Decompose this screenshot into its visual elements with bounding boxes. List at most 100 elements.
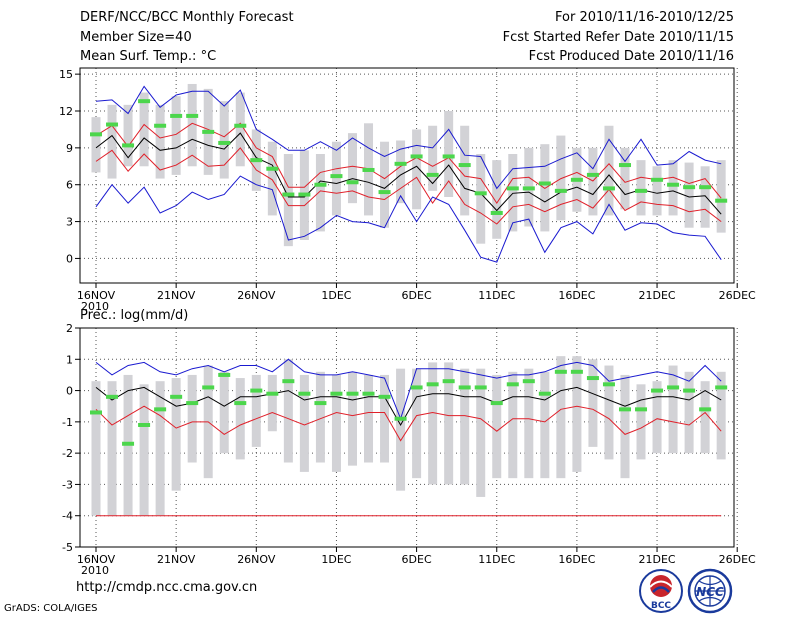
observation-marker — [635, 188, 648, 193]
spread-bar — [588, 359, 598, 447]
x-tick-sublabel: 2010 — [81, 300, 109, 313]
observation-marker — [234, 401, 247, 406]
spread-bar — [508, 154, 518, 232]
observation-marker — [538, 391, 551, 396]
spread-bar — [91, 381, 101, 516]
spread-bar — [460, 368, 470, 485]
spread-bar — [219, 371, 229, 454]
observation-marker — [186, 113, 199, 118]
spread-bar — [492, 374, 502, 479]
spread-bar — [588, 147, 598, 216]
spread-bar — [139, 384, 149, 516]
observation-marker — [282, 379, 295, 384]
spread-bar — [107, 381, 117, 516]
observation-marker — [314, 182, 327, 187]
spread-bar — [620, 374, 630, 479]
spread-bar — [700, 381, 710, 454]
y-tick-label: -3 — [62, 478, 73, 491]
spread-bar — [91, 117, 101, 173]
x-tick-label: 11DEC — [478, 289, 515, 302]
observation-marker — [266, 166, 279, 171]
spread-bar — [476, 368, 486, 497]
x-tick-label: 21DEC — [638, 289, 675, 302]
spread-bar — [155, 381, 165, 516]
y-tick-label: -4 — [62, 510, 73, 523]
observation-marker — [635, 407, 648, 412]
spread-bar — [428, 125, 438, 191]
observation-marker — [378, 394, 391, 399]
spread-bar — [444, 362, 454, 485]
spread-bar — [267, 141, 277, 216]
observation-marker — [586, 376, 599, 381]
series-line — [95, 85, 722, 190]
observation-marker — [602, 382, 615, 387]
spread-bar — [251, 374, 261, 447]
observation-marker — [458, 385, 471, 390]
spread-bar — [347, 371, 357, 466]
spread-bar — [668, 160, 678, 216]
observation-marker — [618, 163, 631, 168]
spread-bar — [652, 381, 662, 454]
footer-url[interactable]: http://cmdp.ncc.cma.gov.cn — [76, 580, 258, 595]
spread-bar — [700, 166, 710, 228]
spread-bar — [556, 135, 566, 221]
spread-bar — [171, 96, 181, 175]
observation-marker — [474, 385, 487, 390]
spread-bar — [684, 162, 694, 228]
series-line — [95, 358, 722, 421]
spread-bar — [155, 104, 165, 179]
series-line — [95, 386, 722, 427]
spread-bar — [267, 374, 277, 432]
x-tick-label: 16DEC — [558, 553, 595, 566]
x-tick-label: 26NOV — [237, 289, 276, 302]
spread-bar — [524, 368, 534, 479]
observation-marker — [426, 382, 439, 387]
observation-marker — [90, 410, 102, 415]
x-tick-label: 6DEC — [402, 553, 432, 566]
spread-bar — [187, 83, 197, 167]
observation-marker — [202, 129, 215, 134]
spread-bar — [636, 160, 646, 216]
observation-marker — [474, 191, 487, 196]
forecast-period: For 2010/11/16-2010/12/25 — [555, 10, 734, 25]
observation-marker — [570, 369, 583, 374]
observation-marker — [250, 388, 263, 393]
observation-marker — [154, 123, 167, 128]
spread-bar — [652, 166, 662, 216]
spread-bar — [492, 160, 502, 239]
spread-bar — [556, 356, 566, 479]
spread-bar — [636, 384, 646, 460]
header-right: For 2010/11/16-2010/12/25 Fcst Started R… — [503, 8, 734, 67]
observation-marker — [378, 190, 391, 195]
x-tick-label: 6DEC — [402, 289, 432, 302]
observation-marker — [538, 181, 551, 186]
spread-bar — [620, 147, 630, 210]
observation-marker — [138, 99, 151, 104]
observation-marker — [298, 391, 311, 396]
spread-bar — [187, 374, 197, 463]
observation-marker — [506, 186, 519, 191]
observation-marker — [186, 401, 199, 406]
y-tick-label: 2 — [66, 322, 73, 335]
observation-marker — [362, 391, 375, 396]
observation-marker — [683, 185, 696, 190]
refer-date: Fcst Started Refer Date 2010/11/15 — [502, 29, 734, 45]
spread-bar — [508, 371, 518, 479]
series-line — [95, 147, 722, 225]
observation-marker — [602, 186, 615, 191]
observation-marker — [522, 186, 535, 191]
spread-bar — [396, 140, 406, 204]
y-tick-label: 9 — [66, 142, 73, 155]
observation-marker — [586, 172, 599, 177]
x-tick-label: 11DEC — [478, 553, 515, 566]
spread-bar — [716, 160, 726, 233]
spread-bar — [476, 154, 486, 244]
observation-marker — [122, 143, 135, 148]
spread-bar — [331, 141, 341, 216]
observation-marker — [218, 140, 231, 145]
observation-marker — [715, 198, 728, 203]
member-size: Member Size=40 — [80, 29, 192, 45]
observation-marker — [234, 123, 247, 128]
observation-marker — [346, 391, 359, 396]
observation-marker — [170, 113, 183, 118]
